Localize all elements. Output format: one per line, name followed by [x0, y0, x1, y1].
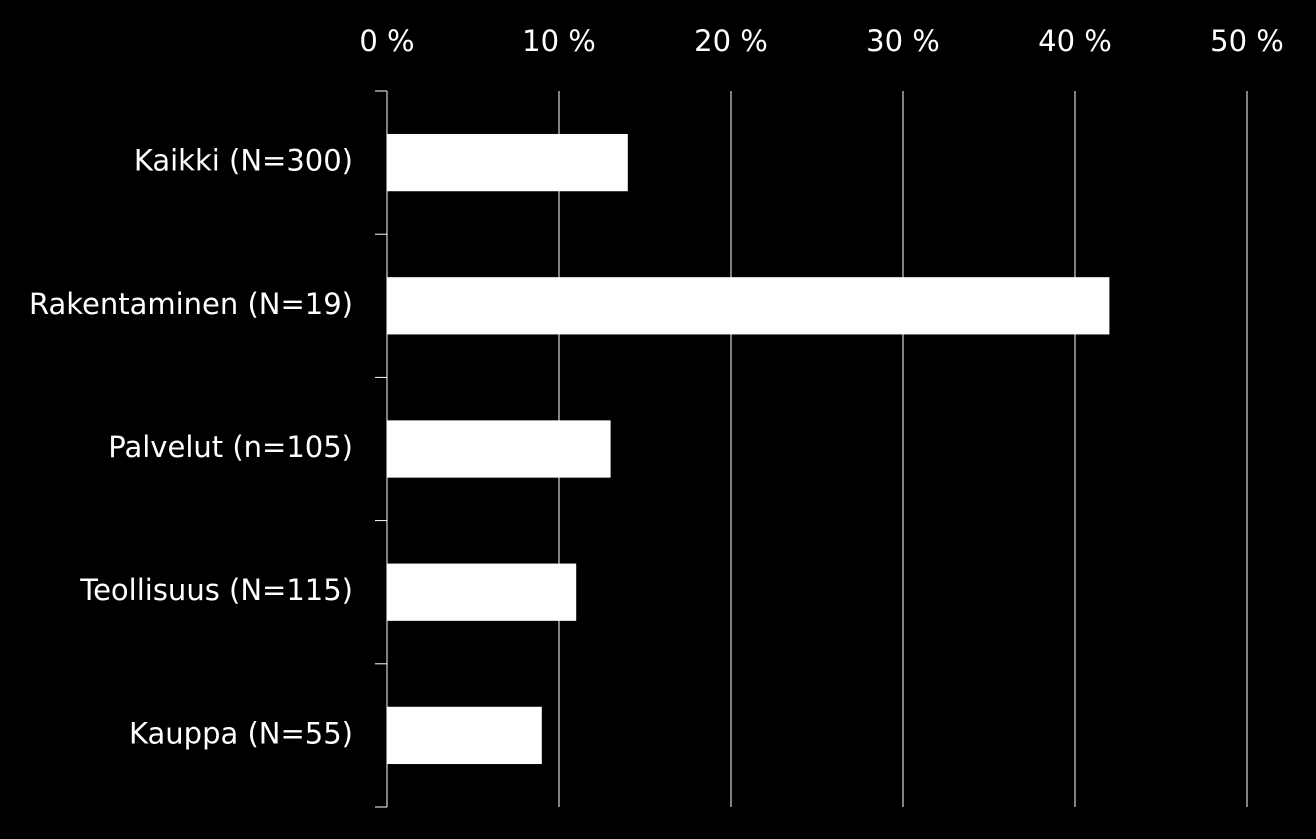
y-tick-label: Palvelut (n=105) [108, 430, 353, 464]
bar [387, 706, 542, 765]
y-tick-label: Teollisuus (N=115) [79, 573, 353, 607]
bar [387, 133, 628, 192]
bar [387, 563, 577, 621]
x-tick-label: 50 % [1210, 24, 1284, 58]
y-tick-label: Kauppa (N=55) [129, 716, 353, 750]
y-tick-label: Kaikki (N=300) [134, 144, 353, 178]
bar [387, 277, 1110, 335]
x-tick-label: 40 % [1038, 24, 1112, 58]
bar [387, 420, 611, 478]
x-tick-label: 20 % [694, 24, 768, 58]
y-tick-label: Rakentaminen (N=19) [29, 287, 353, 321]
x-tick-label: 10 % [522, 24, 596, 58]
x-tick-label: 0 % [359, 24, 414, 58]
x-tick-label: 30 % [866, 24, 940, 58]
